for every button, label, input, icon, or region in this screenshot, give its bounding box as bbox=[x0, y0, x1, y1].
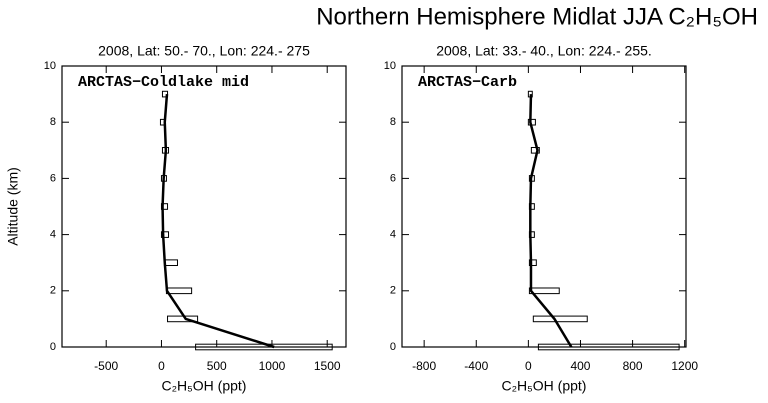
x-tick-label: 1500 bbox=[314, 359, 341, 373]
y-tick-label: 0 bbox=[50, 341, 56, 353]
range-box bbox=[160, 231, 170, 238]
x-tick-label: 0 bbox=[158, 359, 165, 373]
y-tick-label: 0 bbox=[390, 341, 396, 353]
y-tick-label: 8 bbox=[50, 116, 56, 128]
range-box bbox=[532, 315, 588, 323]
x-tick-label: -400 bbox=[464, 359, 488, 373]
y-tick-label: 6 bbox=[390, 172, 396, 184]
x-axis-label: C₂H₅OH (ppt) bbox=[162, 378, 247, 394]
y-tick-label: 2 bbox=[390, 285, 396, 297]
x-tick-label: 0 bbox=[525, 359, 532, 373]
y-tick-label: 10 bbox=[44, 60, 56, 72]
profile-line bbox=[529, 94, 573, 348]
x-tick-label: 400 bbox=[570, 359, 590, 373]
y-tick-label: 4 bbox=[390, 229, 396, 241]
range-box bbox=[528, 259, 537, 267]
x-tick-label: -500 bbox=[94, 359, 118, 373]
x-tick-label: 500 bbox=[207, 359, 227, 373]
x-axis-label: C₂H₅OH (ppt) bbox=[502, 378, 587, 394]
chart-title: Northern Hemisphere Midlat JJA C₂H₅OH bbox=[316, 3, 758, 30]
subtitle: 2008, Lat: 50.- 70., Lon: 224.- 275 bbox=[98, 43, 310, 59]
range-box bbox=[530, 146, 540, 154]
y-tick-label: 10 bbox=[384, 60, 396, 72]
range-box bbox=[528, 287, 560, 295]
x-tick-label: 800 bbox=[623, 359, 643, 373]
range-box bbox=[161, 90, 169, 98]
subtitle: 2008, Lat: 33.- 40., Lon: 224.- 255. bbox=[436, 43, 652, 59]
y-axis-label: Altitude (km) bbox=[5, 167, 21, 246]
plot-frame bbox=[61, 65, 347, 348]
y-tick-label: 8 bbox=[390, 116, 396, 128]
x-tick-label: 1200 bbox=[671, 359, 698, 373]
x-tick-label: 1000 bbox=[259, 359, 286, 373]
profile-line bbox=[161, 94, 275, 349]
range-box bbox=[163, 259, 178, 267]
x-tick-label: -800 bbox=[412, 359, 436, 373]
annotation: ARCTAS−Coldlake mid bbox=[78, 74, 249, 91]
y-tick-label: 6 bbox=[50, 172, 56, 184]
range-box bbox=[165, 287, 193, 295]
range-box bbox=[537, 343, 680, 351]
plot-frame bbox=[401, 65, 687, 348]
annotation: ARCTAS−Carb bbox=[418, 74, 517, 91]
y-tick-label: 4 bbox=[50, 229, 56, 241]
y-tick-label: 2 bbox=[50, 285, 56, 297]
